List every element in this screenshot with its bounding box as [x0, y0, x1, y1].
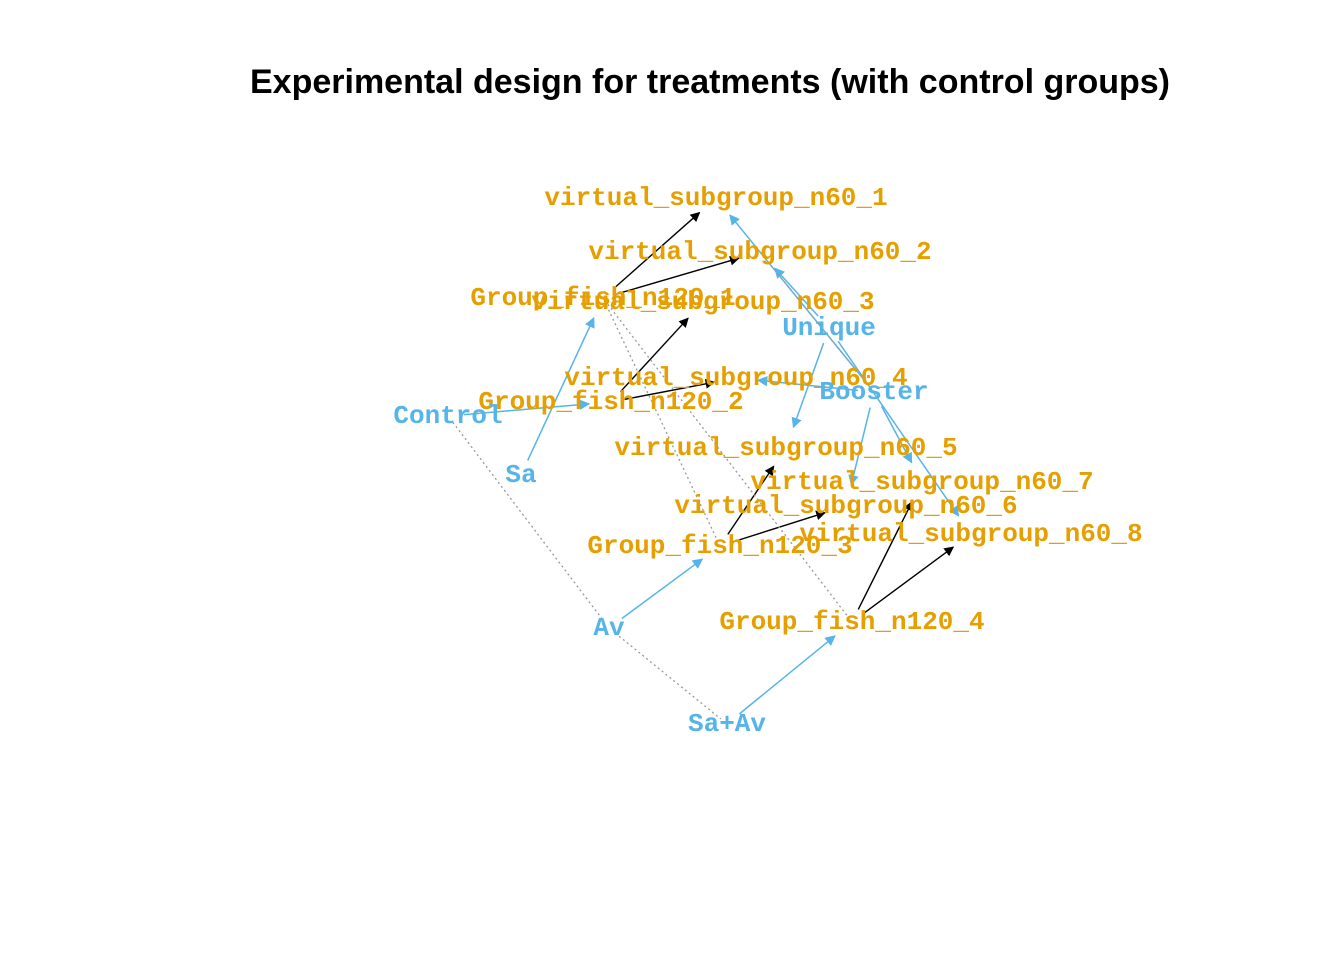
node-n2: virtual_subgroup_n60_2: [588, 237, 931, 267]
edge-g1-to-n2: [616, 255, 740, 295]
edge-g2-to-n3: [619, 317, 689, 393]
edge-g2-to-n4: [624, 378, 716, 401]
node-n3: virtual_subgroup_n60_3: [531, 287, 874, 317]
node-g3: Group_fish_n120_3: [587, 531, 852, 561]
edge-g1-to-g4: [607, 303, 848, 617]
edge-av-to-g3: [621, 558, 704, 620]
diagram-title: Experimental design for treatments (with…: [250, 63, 1170, 101]
edge-unique-to-n8: [837, 340, 960, 517]
edge-booster-to-n4: [756, 375, 859, 392]
node-n6: virtual_subgroup_n60_6: [674, 491, 1017, 521]
node-sa: Sa: [505, 460, 536, 490]
node-unique: Unique: [782, 313, 876, 343]
edge-control-to-av: [452, 421, 605, 623]
edge-g3-to-n5: [727, 465, 775, 535]
node-g2: Group_fish_n120_2: [478, 387, 743, 417]
node-n8: virtual_subgroup_n60_8: [799, 519, 1142, 549]
node-g1: Group_fish_n120_1: [470, 283, 735, 313]
node-av: Av: [593, 613, 625, 643]
node-n7: virtual_subgroup_n60_7: [750, 467, 1093, 497]
edge-g4-to-n7: [857, 500, 913, 610]
edge-g1-to-n1: [613, 211, 701, 290]
edge-av-to-saav: [614, 632, 722, 720]
edge-booster-to-n7: [880, 405, 913, 464]
edge-saav-to-g4: [738, 635, 836, 715]
edge-unique-to-n2: [774, 267, 819, 317]
edge-control-to-g2: [463, 399, 591, 416]
node-n1: virtual_subgroup_n60_1: [544, 183, 887, 213]
node-booster: Booster: [819, 377, 928, 407]
edge-booster-to-n6: [848, 407, 871, 486]
node-control: Control: [393, 401, 502, 431]
edge-g4-to-n8: [862, 546, 955, 615]
node-saav: Sa+Av: [688, 709, 766, 739]
nodes-layer: virtual_subgroup_n60_1 virtual_subgroup_n…: [393, 183, 1142, 739]
node-g4: Group_fish_n120_4: [719, 607, 984, 637]
node-n5: virtual_subgroup_n60_5: [614, 433, 957, 463]
edge-g1-to-g3: [605, 304, 718, 540]
edges-layer: [452, 211, 960, 720]
node-n4: virtual_subgroup_n60_4: [564, 363, 907, 393]
edge-sa-to-g1: [527, 317, 595, 461]
